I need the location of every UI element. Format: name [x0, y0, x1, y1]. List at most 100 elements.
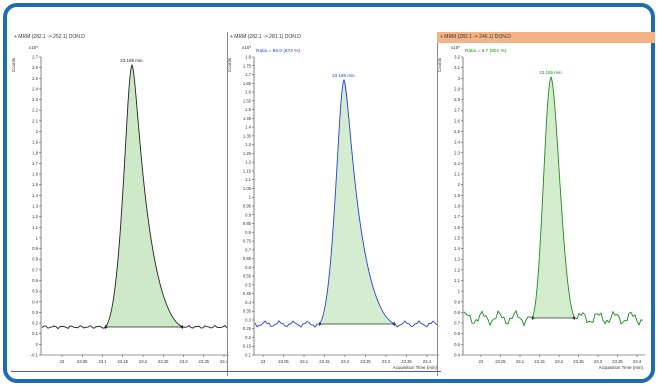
y-tick-label: 0.4 — [245, 300, 251, 305]
integration-marker — [105, 325, 108, 329]
y-tick-label: 1.6 — [32, 172, 38, 177]
y-axis-title: Counts — [227, 57, 232, 72]
y-tick-label: 2.2 — [32, 108, 38, 113]
chromatogram-trace — [41, 64, 228, 330]
y-tick-label: 0.35 — [243, 309, 252, 314]
x-tick-label: 23 — [479, 359, 484, 364]
y-tick-label: 1.75 — [243, 63, 252, 68]
y-tick-label: 0.4 — [32, 299, 38, 304]
x-tick-label: 23.05 — [278, 359, 289, 364]
x-tick-label: 23.15 — [319, 359, 330, 364]
y-tick-label: 1.35 — [243, 133, 252, 138]
x-tick-label: 23.1 — [300, 359, 309, 364]
y-tick-label: 1.1 — [454, 278, 460, 283]
chromatogram-panel-qualifier-1: + MRM (282.1 -> 281.1) DON.D Counts x10³ R… — [227, 32, 441, 376]
y-tick-label: 0.3 — [32, 310, 38, 315]
chromatogram-plot: Counts x10³ Ratio = 66.0 (872 %) 1.8 1.75 1.7… — [227, 45, 439, 370]
y-tick-label: 0.85 — [243, 221, 252, 226]
y-tick-label: 0.1 — [32, 331, 38, 336]
y-tick-label: 0.2 — [32, 321, 38, 326]
y-tick-label: 2.4 — [454, 140, 460, 145]
y-tick-label: 0.95 — [243, 204, 252, 209]
y-tick-label: 1.5 — [454, 235, 460, 240]
y-tick-label: 2 — [36, 129, 39, 134]
peak-label: 23.189 min. — [120, 58, 144, 63]
y-tick-label: 1.2 — [32, 214, 38, 219]
y-tick-label: 1.7 — [245, 72, 251, 77]
y-tick-label: 1.8 — [454, 204, 460, 209]
x-tick-label: 23.15 — [534, 359, 545, 364]
y-tick-label: 1 — [249, 195, 252, 200]
y-tick-label: 1.4 — [32, 193, 38, 198]
y-tick-label: 1 — [458, 289, 461, 294]
y-tick-label: 1.45 — [243, 116, 252, 121]
y-tick-label: 0.7 — [245, 247, 251, 252]
y-tick-label: 2.5 — [454, 129, 460, 134]
chromatogram-panel-qualifier-2: + MRM (282.1 -> 246.1) DON.D Counts x10³ R… — [437, 32, 655, 376]
x-tick-label: 23.35 — [199, 359, 210, 364]
x-tick-label: 23.25 — [158, 359, 169, 364]
chromatogram-plot: Counts x10⁵ 2.7 2.6 2.5 2.4 2.3 2.2 2.1 2 1.9 1.8 1.… — [11, 45, 229, 364]
y-tick-label: 0.6 — [245, 265, 251, 270]
integration-marker — [319, 322, 322, 326]
y-tick-label: 1.5 — [32, 182, 38, 187]
y-axis-exponent: x10³ — [451, 45, 460, 50]
chromatogram-panel-quantifier: + MRM (282.1 -> 252.1) DON.D Counts x10⁵ 2… — [11, 32, 233, 376]
x-tick-label: 23 — [60, 359, 65, 364]
y-tick-label: 0.6 — [32, 278, 38, 283]
y-tick-label: 1.3 — [32, 204, 38, 209]
y-tick-label: 1.3 — [454, 257, 460, 262]
y-tick-label: 0.1 — [245, 353, 251, 358]
y-tick-label: 0.5 — [32, 289, 38, 294]
peak-area — [105, 65, 183, 327]
y-tick-label: 1.55 — [243, 98, 252, 103]
x-tick-label: 23.4 — [423, 359, 432, 364]
x-tick-label: 23.15 — [118, 359, 129, 364]
integration-marker — [392, 322, 395, 326]
y-tick-label: 3.1 — [454, 65, 460, 70]
y-tick-label: 1.65 — [243, 81, 252, 86]
panel-header: + MRM (282.1 -> 281.1) DON.D — [230, 34, 301, 40]
y-tick-label: 1.8 — [32, 150, 38, 155]
y-tick-label: 1.25 — [243, 151, 252, 156]
y-tick-label: 0.2 — [245, 335, 251, 340]
y-tick-label: 1.8 — [245, 55, 251, 60]
y-tick-label: 1.15 — [243, 168, 252, 173]
y-tick-label: 3.2 — [454, 55, 460, 60]
y-tick-label: 1 — [36, 235, 39, 240]
integration-marker — [532, 316, 535, 320]
panel-header: + MRM (282.1 -> 252.1) DON.D — [14, 34, 85, 40]
panel-divider — [437, 32, 438, 376]
y-tick-label: 0.4 — [454, 353, 460, 358]
chromatogram-trace — [254, 79, 438, 328]
x-tick-label: 23.35 — [612, 359, 623, 364]
y-tick-label: 2.4 — [32, 86, 38, 91]
ratio-label: Ratio = 66.0 (872 %) — [256, 48, 301, 54]
y-tick-label: 0.6 — [454, 331, 460, 336]
ratio-label: Ratio = 3.7 (801 %) — [465, 48, 507, 54]
x-tick-label: 23.4 — [633, 359, 642, 364]
peak-label: 23.189 min. — [539, 70, 563, 75]
y-tick-label: 1.9 — [454, 193, 460, 198]
y-tick-label: 2.2 — [454, 161, 460, 166]
panel-divider — [227, 32, 228, 376]
y-tick-label: 1.4 — [245, 125, 251, 130]
y-axis-title: Counts — [437, 57, 442, 72]
y-tick-label: 2.1 — [454, 172, 460, 177]
x-axis-title: Acquisition Time (min) — [393, 365, 438, 370]
x-tick-label: 23.3 — [594, 359, 603, 364]
peak-area — [532, 77, 575, 318]
baseline-rule — [11, 371, 441, 372]
y-tick-label: 1.7 — [454, 214, 460, 219]
y-tick-label: 2.9 — [454, 86, 460, 91]
y-tick-label: 0.65 — [243, 256, 252, 261]
y-tick-label: 0.8 — [454, 310, 460, 315]
x-axis-title: Acquisition Time (min) — [599, 365, 644, 370]
x-tick-label: 23.05 — [495, 359, 506, 364]
chromatogram-trace — [463, 76, 644, 327]
y-tick-label: 2.8 — [454, 97, 460, 102]
x-tick-label: 23.3 — [179, 359, 188, 364]
y-tick-label: 2.6 — [32, 65, 38, 70]
y-tick-label: 0.8 — [32, 257, 38, 262]
y-tick-label: 1.2 — [245, 160, 251, 165]
